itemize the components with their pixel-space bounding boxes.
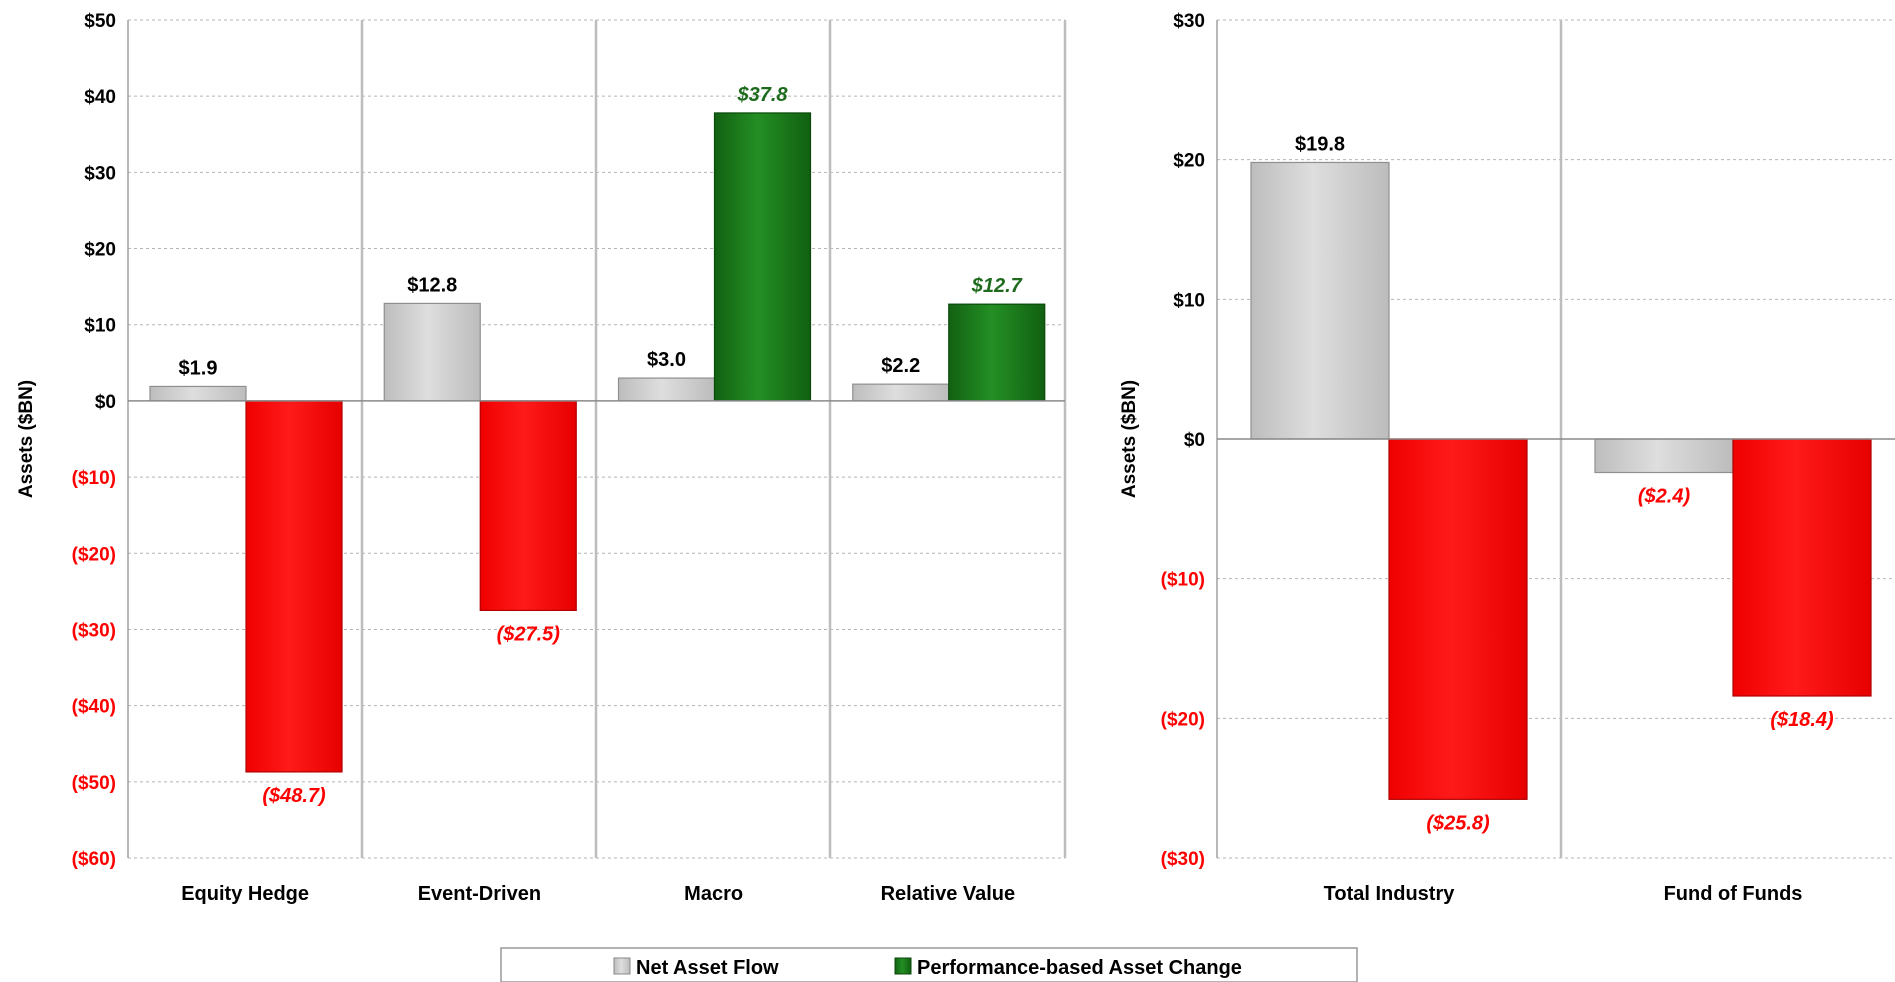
- data-label: $19.8: [1295, 133, 1345, 155]
- legend-label-net-asset-flow: Net Asset Flow: [636, 957, 779, 979]
- legend: Net Asset Flow Performance-based Asset C…: [500, 947, 1358, 982]
- bar-performance-change: [1388, 438, 1528, 800]
- data-label: ($25.8): [1426, 812, 1490, 834]
- data-label: $1.9: [179, 357, 218, 379]
- y-axis-title: Assets ($BN): [16, 380, 37, 498]
- bar-net-asset-flow: [383, 302, 481, 402]
- bar-net-asset-flow: [149, 385, 247, 402]
- data-label: $12.8: [407, 274, 457, 296]
- y-tick-label: ($60): [72, 849, 116, 870]
- x-category-label: Relative Value: [881, 883, 1016, 905]
- y-axis-title: Assets ($BN): [1119, 380, 1140, 498]
- y-tick-label: ($30): [72, 620, 116, 641]
- legend-swatch-performance: [894, 957, 912, 975]
- y-tick-label: ($30): [1161, 849, 1205, 870]
- y-tick-label: ($50): [72, 773, 116, 794]
- legend-box: [500, 947, 1358, 982]
- x-category-label: Event-Driven: [418, 883, 541, 905]
- bar-net-asset-flow: [1250, 161, 1390, 440]
- y-tick-label: $20: [84, 240, 116, 261]
- y-tick-label: $30: [84, 163, 116, 184]
- y-tick-label: $10: [1173, 290, 1205, 311]
- y-tick-label: $0: [1184, 430, 1205, 451]
- bar-net-asset-flow: [852, 383, 950, 402]
- x-category-label: Fund of Funds: [1664, 883, 1803, 905]
- y-tick-label: $40: [84, 87, 116, 108]
- right-chart-panel: $30 $20 $10 $0 ($10) ($20) ($30) Assets ($BN) To…: [1119, 11, 1895, 905]
- data-label: ($2.4): [1638, 486, 1691, 508]
- data-label: ($27.5): [497, 623, 561, 645]
- legend-label-performance: Performance-based Asset Change: [917, 957, 1242, 979]
- data-label: $12.7: [971, 275, 1023, 297]
- y-tick-label: $30: [1173, 11, 1205, 32]
- y-tick-label: ($10): [1161, 570, 1205, 591]
- y-tick-label: $20: [1173, 151, 1205, 172]
- y-tick-label: ($20): [72, 544, 116, 565]
- bar-performance-change: [948, 303, 1046, 402]
- data-label: ($48.7): [262, 785, 326, 807]
- bar-performance-change: [1732, 438, 1872, 697]
- left-chart-panel: $50 $40 $30 $20 $10 $0 ($10) ($20) ($30) ($40) ($5…: [16, 11, 1067, 905]
- bar-performance-change: [245, 400, 343, 773]
- bar-net-asset-flow: [617, 377, 716, 402]
- data-label: $2.2: [881, 355, 920, 377]
- x-category-label: Equity Hedge: [181, 883, 309, 905]
- y-tick-label: $0: [95, 392, 116, 413]
- data-label: $3.0: [647, 349, 686, 371]
- data-label: ($18.4): [1770, 709, 1834, 731]
- y-tick-label: ($20): [1161, 709, 1205, 730]
- x-category-label: Total Industry: [1324, 883, 1456, 905]
- y-tick-label: ($40): [72, 697, 116, 718]
- y-tick-label: ($10): [72, 468, 116, 489]
- y-tick-label: $10: [84, 316, 116, 337]
- legend-swatch-net-asset-flow: [613, 957, 631, 975]
- bar-performance-change: [479, 400, 577, 612]
- x-category-label: Macro: [684, 883, 743, 905]
- data-label: $37.8: [736, 84, 788, 106]
- y-tick-label: $50: [84, 11, 116, 32]
- bar-net-asset-flow: [1594, 438, 1734, 474]
- bar-performance-change: [713, 112, 812, 402]
